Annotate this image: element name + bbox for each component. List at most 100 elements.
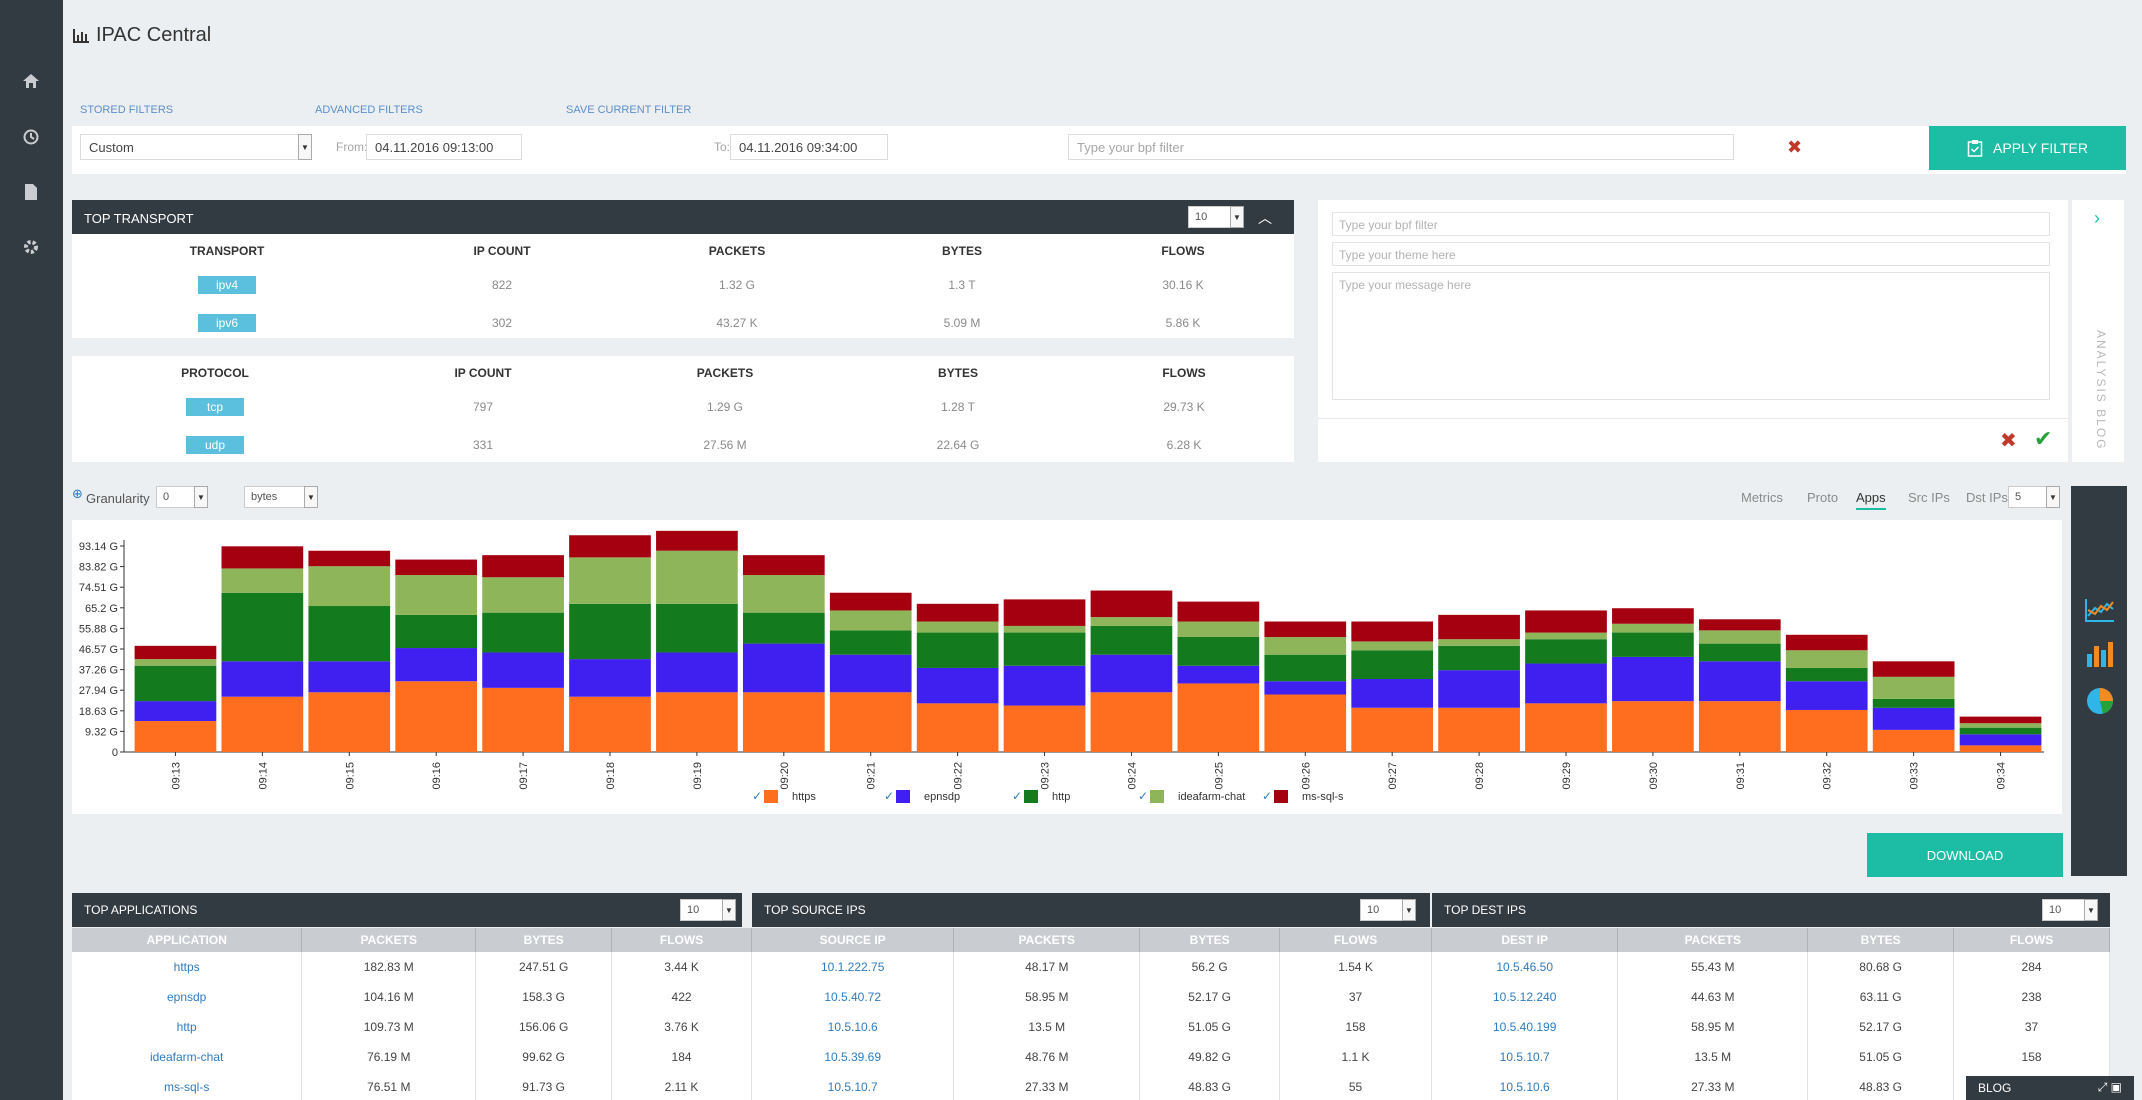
source-ip-cell[interactable]: 10.5.40.72: [752, 982, 955, 1012]
advanced-filters-link[interactable]: ADVANCED FILTERS: [315, 104, 423, 116]
col-flows[interactable]: FLOWS: [611, 928, 752, 952]
flows-cell: 158: [1953, 1042, 2110, 1072]
application-cell[interactable]: ideafarm-chat: [72, 1042, 303, 1072]
table-row: tcp 797 1.29 G 1.28 T 29.73 K: [72, 388, 1294, 426]
bytes-cell: 91.73 G: [475, 1072, 613, 1100]
transport-badge[interactable]: ipv6: [198, 314, 256, 332]
dest-ip-cell[interactable]: 10.5.10.6: [1432, 1072, 1619, 1100]
chevron-down-icon[interactable]: ▼: [1402, 899, 1416, 921]
save-filter-link[interactable]: SAVE CURRENT FILTER: [566, 104, 692, 116]
zoom-icon[interactable]: ⊕: [72, 486, 83, 501]
bar-ms-sql-s: [1351, 621, 1434, 642]
col-packets[interactable]: PACKETS: [301, 928, 477, 952]
protocol-badge[interactable]: udp: [186, 436, 244, 454]
chevron-down-icon[interactable]: ▼: [2046, 486, 2060, 508]
analysis-blog-sidebar: › ANALYSIS BLOG: [2072, 200, 2124, 462]
x-tick-label: 09:24: [1126, 762, 1138, 790]
application-cell[interactable]: ms-sql-s: [72, 1072, 303, 1100]
bpf-filter-input[interactable]: Type your bpf filter: [1068, 134, 1734, 160]
transport-limit-select[interactable]: 10 ▼: [1188, 206, 1244, 228]
col-flows[interactable]: FLOWS: [1279, 928, 1432, 952]
col-bytes[interactable]: BYTES: [1807, 928, 1955, 952]
pie-chart-icon[interactable]: [2085, 686, 2115, 721]
dest-ip-cell[interactable]: 10.5.40.199: [1432, 1012, 1619, 1042]
dest-ip-cell[interactable]: 10.5.46.50: [1432, 952, 1619, 982]
bar-ms-sql-s: [1698, 619, 1781, 631]
legend-label: http: [1052, 791, 1070, 803]
source-ip-cell[interactable]: 10.5.39.69: [752, 1042, 955, 1072]
from-date-input[interactable]: 04.11.2016 09:13:00: [366, 134, 522, 160]
tab-dst-ips[interactable]: Dst IPs: [1966, 490, 2008, 505]
col-dest-ip[interactable]: DEST IP: [1432, 928, 1619, 952]
history-icon[interactable]: [18, 124, 44, 150]
gear-icon[interactable]: [18, 234, 44, 260]
col-bytes[interactable]: BYTES: [1139, 928, 1281, 952]
tab-apps[interactable]: Apps: [1856, 490, 1886, 510]
chevron-down-icon[interactable]: ▼: [2084, 899, 2098, 921]
dest-ip-cell[interactable]: 10.5.12.240: [1432, 982, 1619, 1012]
blog-theme-input[interactable]: Type your theme here: [1332, 242, 2050, 266]
packets-cell: 13.5 M: [953, 1012, 1141, 1042]
source-ip-cell[interactable]: 10.5.10.6: [752, 1012, 955, 1042]
bar-ideafarm-chat: [656, 550, 738, 604]
application-cell[interactable]: http: [72, 1012, 303, 1042]
source-ips-limit-select[interactable]: 10 ▼: [1360, 899, 1416, 921]
chevron-right-icon[interactable]: ›: [2094, 208, 2100, 228]
bar-ms-sql-s: [482, 555, 564, 578]
flows-cell: 3.76 K: [611, 1012, 752, 1042]
chevron-down-icon[interactable]: ▼: [722, 899, 736, 921]
chevron-down-icon[interactable]: ▼: [304, 486, 318, 508]
col-bytes[interactable]: BYTES: [475, 928, 613, 952]
clear-filter-icon[interactable]: ✖: [1787, 137, 1803, 157]
application-cell[interactable]: epnsdp: [72, 982, 303, 1012]
granularity-select[interactable]: 0 ▼: [156, 486, 208, 508]
col-source-ip[interactable]: SOURCE IP: [752, 928, 955, 952]
to-date-input[interactable]: 04.11.2016 09:34:00: [730, 134, 888, 160]
legend-label: epnsdp: [924, 791, 960, 803]
bar-epnsdp: [1090, 654, 1173, 693]
bar-ideafarm-chat: [829, 610, 912, 631]
unit-select[interactable]: bytes ▼: [244, 486, 318, 508]
chevron-down-icon[interactable]: ▼: [194, 486, 208, 508]
chevron-up-icon[interactable]: ︿: [1258, 210, 1272, 226]
top-source-ips-title: TOP SOURCE IPS: [764, 903, 866, 917]
x-tick-label: 09:17: [518, 762, 530, 790]
chevron-down-icon[interactable]: ▼: [298, 134, 312, 160]
analysis-blog-panel: Type your bpf filter Type your theme her…: [1318, 200, 2068, 462]
download-button[interactable]: DOWNLOAD: [1867, 833, 2063, 877]
col-flows[interactable]: FLOWS: [1953, 928, 2110, 952]
blog-bpf-input[interactable]: Type your bpf filter: [1332, 212, 2050, 236]
confirm-icon[interactable]: ✔: [2034, 426, 2053, 451]
tab-src-ips[interactable]: Src IPs: [1908, 490, 1950, 505]
line-chart-icon[interactable]: [2085, 598, 2115, 627]
col-packets[interactable]: PACKETS: [953, 928, 1141, 952]
dest-ips-limit-select[interactable]: 10 ▼: [2042, 899, 2098, 921]
applications-limit-select[interactable]: 10 ▼: [680, 899, 736, 921]
source-ip-cell[interactable]: 10.5.10.7: [752, 1072, 955, 1100]
bar-ms-sql-s: [916, 603, 999, 622]
col-application[interactable]: APPLICATION: [72, 928, 303, 952]
transport-badge[interactable]: ipv4: [198, 276, 256, 294]
dst-limit-select[interactable]: 5 ▼: [2008, 486, 2060, 508]
chevron-down-icon[interactable]: ▼: [1230, 206, 1244, 228]
ip-count-cell: 797: [472, 400, 494, 414]
blog-message-textarea[interactable]: Type your message here: [1332, 272, 2050, 400]
apply-filter-button[interactable]: APPLY FILTER: [1929, 126, 2126, 170]
file-icon[interactable]: [18, 179, 44, 205]
bar-chart-icon[interactable]: [2085, 640, 2115, 673]
preset-select[interactable]: Custom ▼: [80, 134, 312, 160]
bar-epnsdp: [1872, 707, 1955, 730]
expand-icon[interactable]: ⤢ ▣: [2097, 1080, 2122, 1094]
application-cell[interactable]: https: [72, 952, 303, 982]
protocol-badge[interactable]: tcp: [186, 398, 244, 416]
source-ip-cell[interactable]: 10.1.222.75: [752, 952, 955, 982]
blog-bar[interactable]: BLOG ⤢ ▣: [1966, 1076, 2134, 1100]
tab-proto[interactable]: Proto: [1807, 490, 1839, 505]
col-packets[interactable]: PACKETS: [1617, 928, 1809, 952]
home-icon[interactable]: [18, 68, 44, 94]
to-label: To:: [714, 140, 731, 154]
tab-metrics[interactable]: Metrics: [1741, 490, 1783, 505]
stored-filters-link[interactable]: STORED FILTERS: [80, 104, 174, 116]
discard-icon[interactable]: ✖: [2000, 430, 2017, 452]
dest-ip-cell[interactable]: 10.5.10.7: [1432, 1042, 1619, 1072]
